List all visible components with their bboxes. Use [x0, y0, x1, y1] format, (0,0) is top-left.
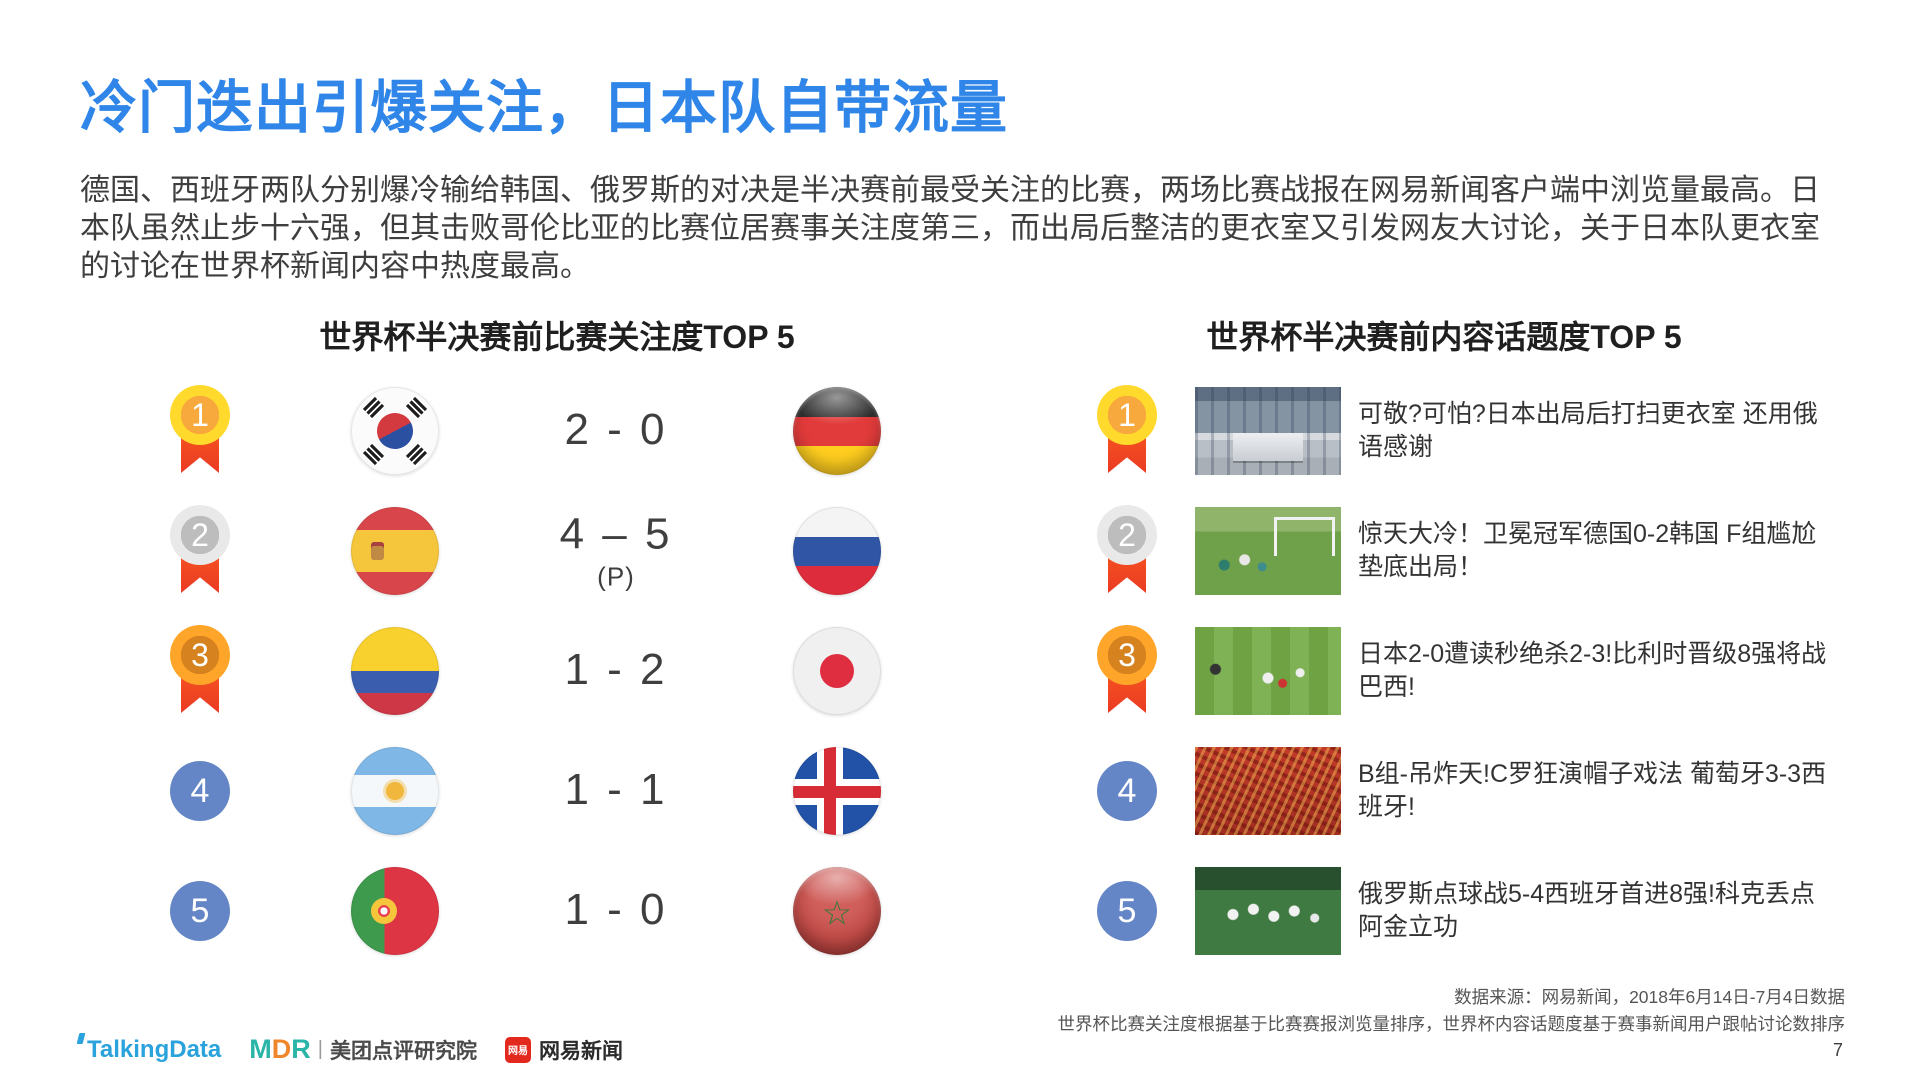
- rank-1-medal-icon: 1: [168, 385, 232, 477]
- news-headline: 俄罗斯点球战5-4西班牙首进8强!科克丢点阿金立功: [1358, 880, 1815, 941]
- flag-japan-icon: [793, 627, 881, 715]
- rank-2-medal-icon: 2: [168, 505, 232, 597]
- mdr-letter-r: R: [291, 1034, 311, 1064]
- rank-1-medal-icon: 1: [1095, 385, 1159, 477]
- flag-south-korea-icon: [351, 387, 439, 475]
- bench-shape: [1233, 433, 1303, 461]
- match-ranking-title: 世界杯半决赛前比赛关注度TOP 5: [319, 319, 795, 355]
- match-row: 2 4 – 5 (P): [0, 491, 1921, 611]
- match-score-block: 2 - 0: [506, 405, 726, 457]
- flag-iceland-icon: [793, 747, 881, 835]
- match-score: 1 - 0: [564, 885, 668, 934]
- meituan-dianping-research-logo: M D R | 美团点评研究院: [249, 1034, 477, 1065]
- match-row: 5 1 - 0 ☆: [0, 851, 1921, 971]
- rank-number: 3: [170, 625, 230, 685]
- match-score: 2 - 0: [564, 405, 668, 454]
- flag-spain-icon: [351, 507, 439, 595]
- netease-badge-icon: 网易: [504, 1036, 531, 1063]
- talkingdata-wordmark: TalkingData: [87, 1035, 222, 1063]
- rank-2-medal-icon: 2: [1095, 505, 1159, 597]
- topic-row: 3 日本2-0遭读秒绝杀2-3!比利时晋级8强将战巴西!: [0, 611, 1921, 731]
- match-score: 4 – 5: [559, 509, 673, 559]
- source-line-2: 世界杯比赛关注度根据基于比赛赛报浏览量排序，世界杯内容话题度基于赛事新闻用户跟帖…: [1057, 1014, 1846, 1034]
- topic-row: 1 可敬?可怕?日本出局后打扫更衣室 还用俄语感谢: [0, 371, 1921, 491]
- rank-3-medal-icon: 3: [168, 625, 232, 717]
- flag-argentina-icon: [351, 747, 439, 835]
- mdr-letter-d: D: [271, 1034, 292, 1064]
- rank-number: 5: [170, 881, 230, 941]
- rank-number: 4: [1097, 761, 1157, 821]
- news-thumbnail-korea-germany: [1195, 507, 1341, 595]
- rank-number: 1: [1097, 385, 1157, 445]
- rank-3-medal-icon: 3: [1095, 625, 1159, 717]
- rank-number: 2: [1097, 505, 1157, 565]
- match-score-block: 1 - 2: [506, 645, 726, 697]
- netease-news-label: 网易新闻: [538, 1039, 623, 1063]
- penalty-note: (P): [597, 561, 635, 592]
- news-headline: B组-吊炸天!C罗狂演帽子戏法 葡萄牙3-3西班牙!: [1358, 760, 1827, 821]
- flag-germany-icon: [793, 387, 881, 475]
- rank-number: 4: [170, 761, 230, 821]
- flag-morocco-icon: ☆: [793, 867, 881, 955]
- rank-number: 5: [1097, 881, 1157, 941]
- page-number: 7: [1832, 1040, 1843, 1060]
- match-row: 1 2 - 0: [0, 371, 1921, 491]
- topic-row: 4 B组-吊炸天!C罗狂演帽子戏法 葡萄牙3-3西班牙!: [0, 731, 1921, 851]
- news-headline: 惊天大冷！卫冕冠军德国0-2韩国 F组尴尬垫底出局！: [1358, 520, 1817, 581]
- rank-4-badge-icon: 4: [1095, 761, 1159, 821]
- netease-news-logo: 网易 网易新闻: [504, 1035, 623, 1065]
- flag-colombia-icon: [351, 627, 439, 715]
- news-headline: 日本2-0遭读秒绝杀2-3!比利时晋级8强将战巴西!: [1358, 640, 1827, 701]
- rank-number: 2: [170, 505, 230, 565]
- match-ranking-list: 1 2 - 0 2 4 – 5 (P): [0, 371, 1921, 971]
- rank-4-badge-icon: 4: [168, 761, 232, 821]
- news-thumbnail-russia-celebration: [1195, 867, 1341, 955]
- talkingdata-logo: TalkingData: [76, 1032, 222, 1064]
- data-source-note: 数据来源：网易新闻，2018年6月14日-7月4日数据 世界杯比赛关注度根据基于…: [1058, 984, 1846, 1038]
- logo-divider: |: [317, 1038, 323, 1060]
- flag-portugal-icon: [351, 867, 439, 955]
- news-headline: 可敬?可怕?日本出局后打扫更衣室 还用俄语感谢: [1358, 400, 1818, 461]
- topic-ranking-list: 1 可敬?可怕?日本出局后打扫更衣室 还用俄语感谢 2 惊天大冷！卫冕冠军德国0…: [0, 371, 1921, 971]
- news-thumbnail-locker-room: [1195, 387, 1341, 475]
- footer-logos: TalkingData M D R | 美团点评研究院 网易 网易新闻: [76, 1032, 623, 1065]
- meituan-research-label: 美团点评研究院: [329, 1039, 477, 1063]
- match-score: 1 - 2: [564, 645, 668, 694]
- rank-5-badge-icon: 5: [1095, 881, 1159, 941]
- page-title: 冷门迭出引爆关注，日本队自带流量: [80, 76, 1008, 140]
- match-row: 3 1 - 2: [0, 611, 1921, 731]
- goal-frame-shape: [1273, 517, 1336, 556]
- topic-row: 5 俄罗斯点球战5-4西班牙首进8强!科克丢点阿金立功: [0, 851, 1921, 971]
- mdr-letter-m: M: [249, 1034, 272, 1064]
- match-row: 4 1 - 1: [0, 731, 1921, 851]
- topic-ranking-title: 世界杯半决赛前内容话题度TOP 5: [1206, 319, 1682, 355]
- rank-5-badge-icon: 5: [168, 881, 232, 941]
- intro-paragraph: 德国、西班牙两队分别爆冷输给韩国、俄罗斯的对决是半决赛前最受关注的比赛，两场比赛…: [80, 174, 1820, 283]
- source-line-1: 数据来源：网易新闻，2018年6月14日-7月4日数据: [1454, 987, 1845, 1007]
- talkingdata-tick-icon: [76, 1032, 86, 1044]
- rank-number: 3: [1097, 625, 1157, 685]
- news-thumbnail-portugal-fans: [1195, 747, 1341, 835]
- rank-number: 1: [170, 385, 230, 445]
- match-score-block: 1 - 1: [506, 765, 726, 817]
- match-score-block: 4 – 5 (P): [506, 510, 726, 593]
- news-thumbnail-japan-belgium: [1195, 627, 1341, 715]
- flag-russia-icon: [793, 507, 881, 595]
- match-score: 1 - 1: [564, 765, 668, 814]
- topic-row: 2 惊天大冷！卫冕冠军德国0-2韩国 F组尴尬垫底出局！: [0, 491, 1921, 611]
- match-score-block: 1 - 0: [506, 885, 726, 937]
